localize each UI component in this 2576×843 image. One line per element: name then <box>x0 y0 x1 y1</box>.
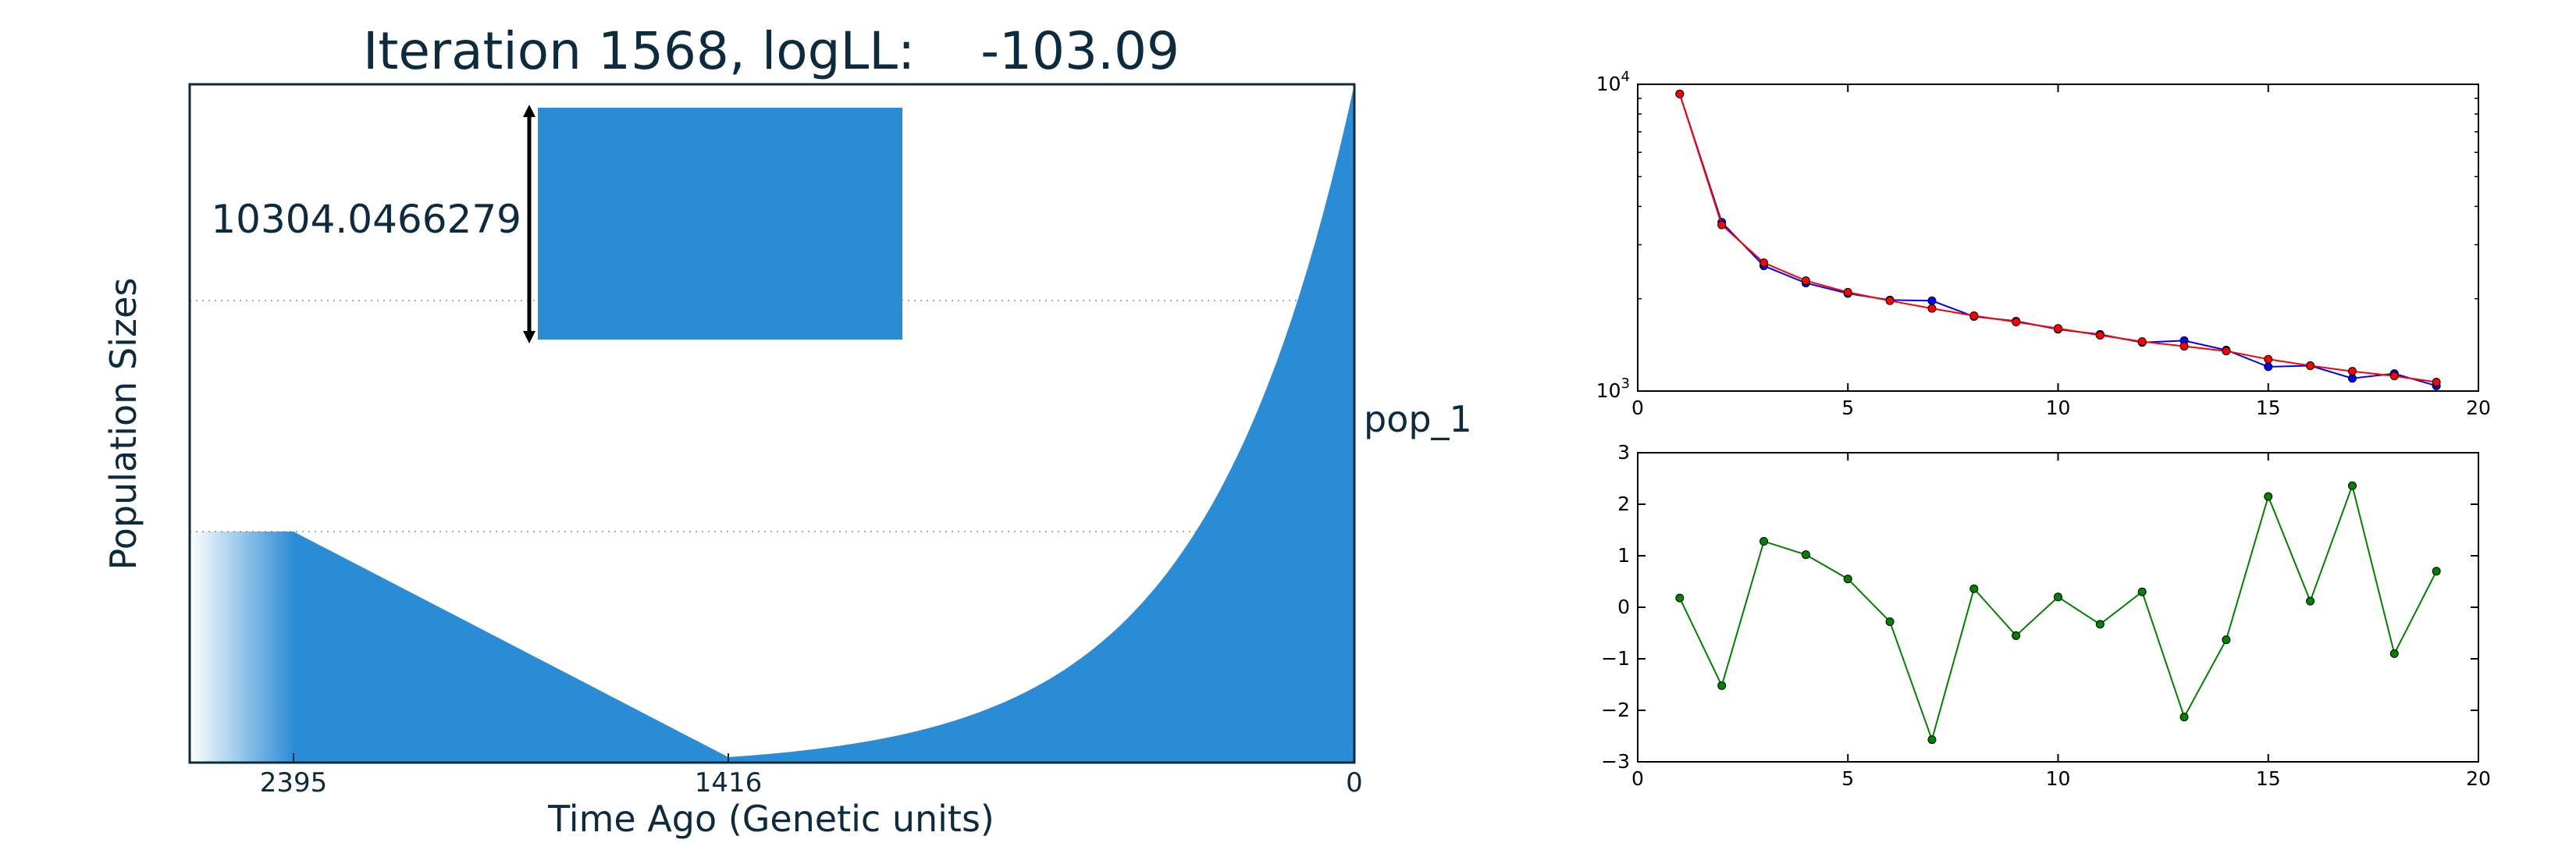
size-estimates-series-1-point <box>1927 304 1937 313</box>
size-estimates-x-tick-label: 15 <box>2256 397 2281 419</box>
size-estimates-series-1-point <box>1759 258 1769 268</box>
size-estimates-y-tick-label: 103 <box>1596 375 1630 402</box>
residuals-series-0-point <box>2306 596 2315 606</box>
residuals-x-tick-label: 15 <box>2256 767 2281 790</box>
residuals-series-0-point <box>2179 713 2189 722</box>
size-estimates-series-1-point <box>1717 220 1727 229</box>
size-estimates-axes-frame <box>1637 84 2479 392</box>
scale-bar-arrowhead-top <box>523 105 535 117</box>
size-estimates-series-1-point <box>2264 354 2273 364</box>
residuals-chart: 0 5 10 15 20 −3 −2 −1 0 1 2 3 <box>1601 441 2491 790</box>
size-estimates-x-tick-label: 10 <box>2046 397 2071 419</box>
size-estimates-series-0-point <box>2264 362 2273 372</box>
residuals-axes-frame <box>1637 452 2479 763</box>
residuals-series-0-point <box>1885 617 1895 626</box>
residuals-series-0-point <box>1717 681 1727 690</box>
size-estimates-series-1-point <box>1885 296 1895 305</box>
exponential-growth-region <box>728 84 1354 763</box>
size-estimates-series-1-point <box>2095 331 2105 340</box>
population-panel: Iteration 1568, logLL: -103.09 10304.046… <box>102 21 1472 840</box>
residuals-series-0-point <box>2389 649 2399 658</box>
residuals-ticks: 0 5 10 15 20 −3 −2 −1 0 1 2 3 <box>1601 441 2491 790</box>
size-estimates-series-0-line <box>1678 94 2437 387</box>
linear-decline-region <box>294 532 728 763</box>
residuals-series-0-line <box>1678 482 2438 742</box>
x-tick-label-0: 0 <box>1346 767 1363 799</box>
scale-bar-label: 10304.0466279 <box>211 197 521 242</box>
residuals-series-0-point <box>1843 574 1852 584</box>
size-estimates-series-0-point <box>1927 296 1937 305</box>
residuals-x-tick-label: 20 <box>2466 767 2491 790</box>
residuals-series-0-point <box>1969 584 1979 593</box>
residuals-y-tick-label: 0 <box>1617 596 1630 618</box>
size-estimates-series-1-point <box>1675 89 1685 98</box>
size-estimates-series-1-point <box>1843 287 1852 297</box>
ancient-size-fade <box>190 532 294 763</box>
residuals-x-tick-label: 10 <box>2046 767 2071 790</box>
residuals-series-0-point <box>2264 492 2273 501</box>
size-estimates-series-1-point <box>2347 367 2357 376</box>
residuals-series-0-point <box>2054 592 2062 602</box>
size-estimates-series-0-point <box>2347 374 2357 383</box>
residuals-series-0-point <box>2432 567 2441 576</box>
population-axes-frame <box>188 83 1356 764</box>
residuals-series-0-point <box>1675 593 1685 603</box>
residuals-y-tick-label: 1 <box>1617 544 1630 567</box>
size-estimates-ticks: 0 5 10 15 20 103 104 <box>1596 69 2491 419</box>
size-estimates-series-1-point <box>2012 317 2021 326</box>
size-estimates-series-1-point <box>1801 276 1810 286</box>
residuals-series-0-point <box>1759 537 1769 546</box>
population-label: pop_1 <box>1364 398 1472 440</box>
size-estimates-x-tick-label: 5 <box>1841 397 1854 419</box>
scale-bar-box <box>538 108 902 340</box>
residuals-series-0-point <box>2012 631 2021 640</box>
residuals-series-0-point <box>2222 635 2231 645</box>
population-xlabel: Time Ago (Genetic units) <box>547 798 994 840</box>
population-panel-title: Iteration 1568, logLL: -103.09 <box>363 21 1179 81</box>
size-estimates-series-1-point <box>2432 377 2441 386</box>
x-tick-label-2395: 2395 <box>260 767 328 799</box>
x-tick-label-1416: 1416 <box>695 767 763 799</box>
size-estimates-series-1-point <box>2137 337 2147 347</box>
residuals-series-0-point <box>2347 481 2357 490</box>
size-estimates-series-1-point <box>2306 361 2315 370</box>
size-estimates-series-1-point <box>2054 324 2062 333</box>
residuals-x-tick-label: 0 <box>1631 767 1644 790</box>
residuals-y-tick-label: 2 <box>1617 493 1630 515</box>
residuals-y-tick-label: −3 <box>1601 750 1630 773</box>
size-estimates-series-1-point <box>1969 311 1979 321</box>
size-estimates-x-tick-label: 20 <box>2466 397 2491 419</box>
size-estimates-y-tick-label: 104 <box>1596 69 1630 95</box>
residuals-series <box>1675 481 2441 745</box>
residuals-y-tick-label: −1 <box>1601 647 1630 670</box>
scale-bar-arrowhead-bottom <box>523 331 535 343</box>
residuals-series-0-point <box>1801 550 1810 560</box>
size-estimates-chart: 0 5 10 15 20 103 104 <box>1596 69 2491 419</box>
residuals-y-tick-label: −2 <box>1601 699 1630 721</box>
residuals-series-0-point <box>2095 620 2105 629</box>
residuals-series-0-point <box>2137 587 2147 596</box>
size-estimates-series-1-point <box>2222 347 2231 356</box>
size-estimates-series-1-point <box>2389 372 2399 381</box>
population-ylabel: Population Sizes <box>102 278 144 571</box>
residuals-y-tick-label: 3 <box>1617 441 1630 464</box>
size-estimates-series-1-line <box>1678 94 2437 383</box>
size-estimates-x-tick-label: 0 <box>1631 397 1644 419</box>
size-estimates-series <box>1675 89 2441 390</box>
residuals-series-0-point <box>1927 735 1937 745</box>
size-estimates-series-1-point <box>2179 342 2189 351</box>
residuals-x-tick-label: 5 <box>1841 767 1854 790</box>
